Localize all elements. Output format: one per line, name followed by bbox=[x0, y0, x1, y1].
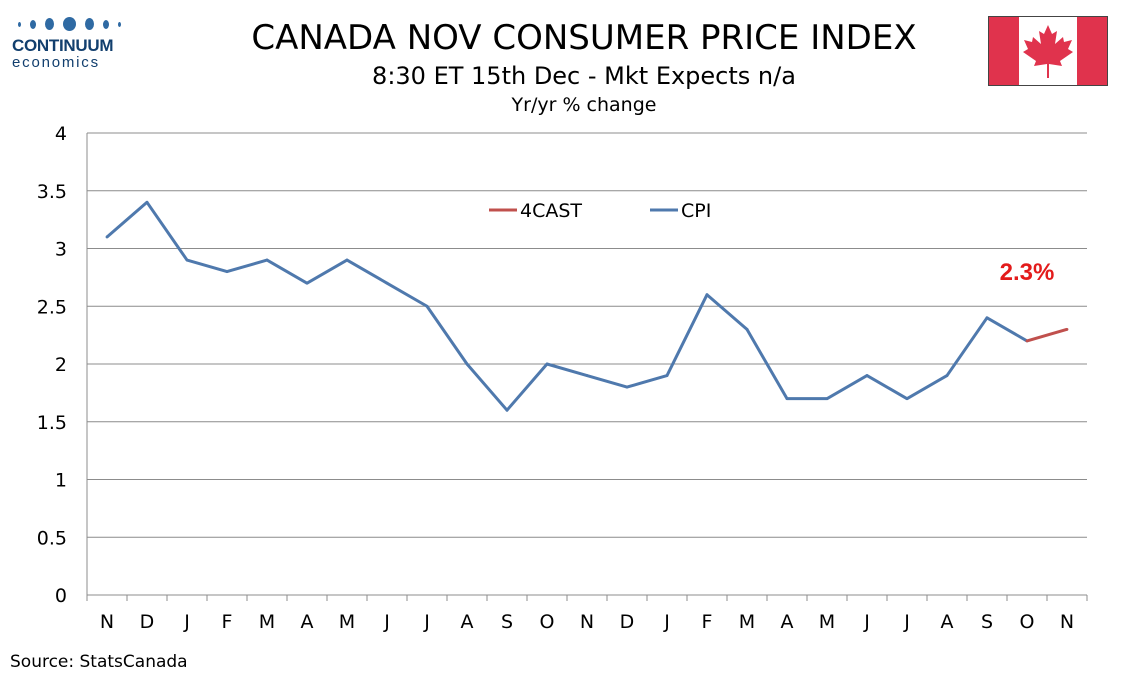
data-point-cpi bbox=[465, 362, 469, 366]
x-tick-label: S bbox=[501, 611, 513, 633]
y-tick-label: 2 bbox=[55, 354, 67, 376]
x-tick-label: J bbox=[183, 611, 190, 633]
data-point-cpi bbox=[665, 374, 669, 377]
y-tick-label: 0.5 bbox=[37, 527, 67, 549]
data-point-cpi bbox=[745, 327, 749, 331]
data-point-cpi bbox=[265, 258, 269, 262]
x-tick-label: D bbox=[620, 611, 635, 633]
y-tick-label: 0 bbox=[55, 585, 67, 607]
x-tick-label: O bbox=[540, 611, 555, 633]
logo-dots-icon bbox=[18, 14, 142, 34]
x-tick-label: D bbox=[140, 611, 155, 633]
data-point-cpi bbox=[705, 293, 709, 297]
data-point-cpi bbox=[985, 316, 989, 320]
legend-label: CPI bbox=[681, 200, 711, 222]
data-point-cpi bbox=[585, 374, 589, 377]
x-tick-label: M bbox=[339, 611, 355, 633]
y-tick-label: 4 bbox=[55, 123, 67, 145]
x-tick-label: A bbox=[781, 611, 794, 633]
value-annotation: 2.3% bbox=[1000, 259, 1055, 286]
y-tick-label: 1.5 bbox=[37, 412, 67, 434]
data-point-cpi bbox=[425, 304, 429, 308]
data-point-cpi bbox=[105, 235, 109, 239]
y-tick-label: 3 bbox=[55, 239, 67, 261]
x-tick-label: J bbox=[383, 611, 390, 633]
data-point-cpi bbox=[385, 281, 389, 285]
x-tick-label: M bbox=[259, 611, 275, 633]
x-tick-label: J bbox=[663, 611, 670, 633]
x-tick-label: M bbox=[819, 611, 835, 633]
x-tick-label: J bbox=[863, 611, 870, 633]
data-point-4cast bbox=[1025, 339, 1029, 343]
legend-label: 4CAST bbox=[520, 200, 582, 222]
data-point-cpi bbox=[945, 374, 949, 377]
logo-name: CONTINUUM bbox=[12, 36, 114, 55]
x-tick-label: A bbox=[461, 611, 474, 633]
data-point-cpi bbox=[785, 397, 789, 401]
data-point-cpi bbox=[345, 258, 349, 262]
data-point-cpi bbox=[865, 374, 869, 377]
data-point-cpi bbox=[545, 362, 549, 366]
series-line-4cast bbox=[1026, 327, 1068, 343]
y-tick-label: 3.5 bbox=[37, 181, 67, 203]
series-line-cpi bbox=[106, 200, 1028, 412]
x-tick-label: F bbox=[702, 611, 713, 633]
logo-sub: economics bbox=[12, 54, 100, 71]
y-tick-label: 1 bbox=[55, 470, 67, 492]
data-point-4cast bbox=[1065, 327, 1069, 331]
data-point-cpi bbox=[825, 397, 829, 401]
x-tick-label: S bbox=[981, 611, 993, 633]
data-point-cpi bbox=[185, 258, 189, 262]
continuum-logo: CONTINUUM economics bbox=[12, 14, 142, 71]
data-point-cpi bbox=[905, 397, 909, 401]
y-tick-label: 2.5 bbox=[37, 296, 67, 318]
canada-flag-icon bbox=[988, 16, 1108, 86]
x-tick-label: J bbox=[903, 611, 910, 633]
data-point-cpi bbox=[225, 270, 229, 273]
x-tick-label: J bbox=[423, 611, 430, 633]
x-tick-label: F bbox=[222, 611, 233, 633]
chart-subtitle: 8:30 ET 15th Dec - Mkt Expects n/a bbox=[372, 62, 796, 90]
chart-unit: Yr/yr % change bbox=[511, 94, 657, 116]
data-point-cpi bbox=[145, 200, 149, 204]
x-tick-label: A bbox=[301, 611, 314, 633]
x-tick-label: N bbox=[580, 611, 594, 633]
data-point-cpi bbox=[305, 281, 309, 285]
data-point-cpi bbox=[505, 408, 509, 412]
x-tick-label: N bbox=[1060, 611, 1074, 633]
x-tick-label: N bbox=[100, 611, 114, 633]
data-point-cpi bbox=[625, 385, 629, 389]
chart-title: CANADA NOV CONSUMER PRICE INDEX bbox=[251, 18, 917, 58]
x-tick-label: A bbox=[941, 611, 954, 633]
x-tick-label: M bbox=[739, 611, 755, 633]
x-tick-label: O bbox=[1020, 611, 1035, 633]
source-note: Source: StatsCanada bbox=[10, 652, 188, 672]
